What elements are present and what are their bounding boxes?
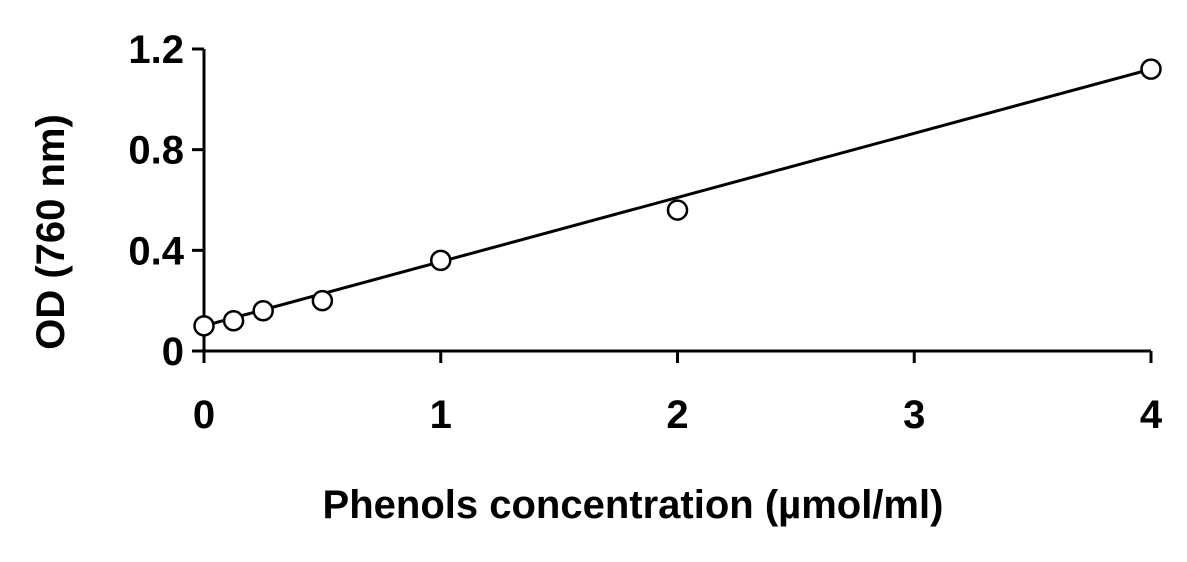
y-tick-label: 1.2 xyxy=(128,28,184,72)
x-tick-label: 2 xyxy=(666,393,688,437)
data-point xyxy=(252,299,274,322)
x-tick-label: 3 xyxy=(903,393,925,437)
y-tick-label: 0.4 xyxy=(128,229,184,273)
x-ticks: 0 1 2 3 4 xyxy=(193,351,1163,437)
x-tick-label: 0 xyxy=(193,393,215,437)
trendline-path xyxy=(203,67,1152,328)
y-tick-label: 0.8 xyxy=(128,129,184,173)
x-tick-label: 1 xyxy=(430,393,452,437)
data-point xyxy=(430,249,452,272)
data-point xyxy=(666,199,689,221)
data-point xyxy=(1140,58,1162,80)
y-axis-title: OD (760 nm) xyxy=(29,114,73,350)
x-axis-title: Phenols concentration (µmol/ml) xyxy=(323,483,944,527)
x-tick-label: 4 xyxy=(1140,393,1163,437)
data-point xyxy=(222,310,245,332)
y-tick-label: 0 xyxy=(162,330,184,374)
y-ticks: 0 0.4 0.8 1.2 xyxy=(128,28,204,374)
data-point xyxy=(193,315,215,337)
data-points xyxy=(193,58,1162,337)
trendline xyxy=(203,67,1152,328)
data-point xyxy=(311,289,334,312)
